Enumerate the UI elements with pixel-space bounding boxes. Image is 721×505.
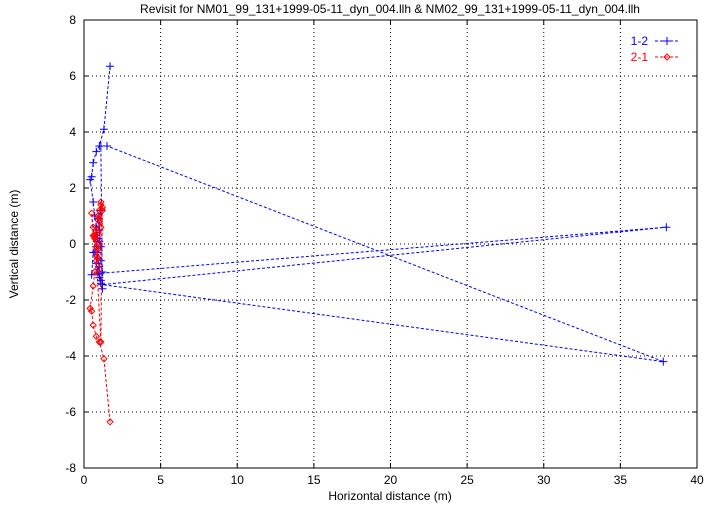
x-tick-label: 15	[307, 473, 321, 487]
y-tick-label: -2	[65, 293, 76, 307]
legend-label: 1-2	[631, 34, 649, 48]
data-point	[86, 304, 94, 313]
legend-marker	[663, 37, 671, 45]
y-tick-label: -8	[65, 461, 76, 475]
x-tick-label: 25	[460, 473, 474, 487]
data-point	[89, 223, 97, 231]
data-point	[89, 158, 98, 167]
data-point	[89, 282, 97, 290]
data-point	[95, 215, 104, 223]
data-point	[662, 223, 671, 232]
data-point	[95, 265, 104, 273]
data-point	[92, 332, 100, 341]
series-2-1	[86, 198, 114, 426]
data-point	[95, 217, 104, 226]
y-tick-label: 4	[69, 125, 76, 139]
data-point	[89, 198, 98, 206]
data-point	[91, 268, 99, 276]
data-point	[98, 206, 107, 215]
data-point	[100, 355, 108, 363]
series-line	[89, 201, 111, 422]
data-point	[98, 203, 107, 212]
x-axis-label: Horizontal distance (m)	[328, 489, 451, 503]
x-tick-label: 30	[537, 473, 551, 487]
y-axis-label: Vertical distance (m)	[7, 190, 21, 299]
data-point	[98, 280, 107, 289]
chart-title: Revisit for NM01_99_131+1999-05-11_dyn_0…	[140, 2, 640, 16]
data-point	[87, 209, 96, 217]
grid	[84, 20, 697, 468]
x-tick-label: 10	[231, 473, 245, 487]
data-point	[96, 276, 105, 285]
data-point	[94, 245, 102, 254]
y-tick-label: -4	[65, 349, 76, 363]
data-point	[92, 251, 100, 259]
y-tick-label: 0	[69, 237, 76, 251]
data-point	[99, 125, 108, 134]
series-1-2	[86, 62, 671, 366]
data-point	[106, 418, 114, 426]
tick-marks	[83, 19, 698, 469]
series-line	[89, 66, 667, 363]
data-point	[659, 357, 668, 366]
data-point	[89, 231, 97, 240]
series-layer	[86, 62, 671, 426]
y-tick-label: 6	[69, 69, 76, 83]
y-tick-label: -6	[65, 405, 76, 419]
data-point	[106, 62, 115, 71]
x-tick-label: 35	[614, 473, 628, 487]
data-point	[92, 257, 100, 265]
x-tick-label: 0	[81, 473, 88, 487]
data-point	[89, 321, 97, 329]
data-point	[94, 229, 102, 237]
data-point	[97, 223, 105, 231]
y-tick-label: 8	[69, 13, 76, 27]
data-point	[86, 175, 95, 184]
legend-marker	[663, 53, 671, 61]
data-point	[94, 212, 102, 220]
y-tick-label: 2	[69, 181, 76, 195]
legend-label: 2-1	[631, 50, 649, 64]
data-point	[91, 234, 99, 243]
data-point	[92, 147, 101, 156]
x-tick-label: 20	[384, 473, 398, 487]
legend: 1-22-1	[631, 34, 680, 64]
data-point	[95, 338, 104, 346]
x-tick-label: 5	[157, 473, 164, 487]
data-point	[97, 198, 105, 206]
data-point	[102, 142, 111, 150]
x-tick-labels: 0 5 10 15 20 25 30 35 40	[81, 473, 704, 487]
data-point	[97, 338, 105, 346]
y-tick-labels: -8 -6 -4 -2 0 2 4 6 8	[65, 13, 76, 475]
data-point	[87, 307, 96, 315]
data-point	[94, 254, 102, 262]
data-point	[95, 240, 104, 248]
data-point	[97, 201, 105, 209]
x-tick-label: 40	[690, 473, 704, 487]
